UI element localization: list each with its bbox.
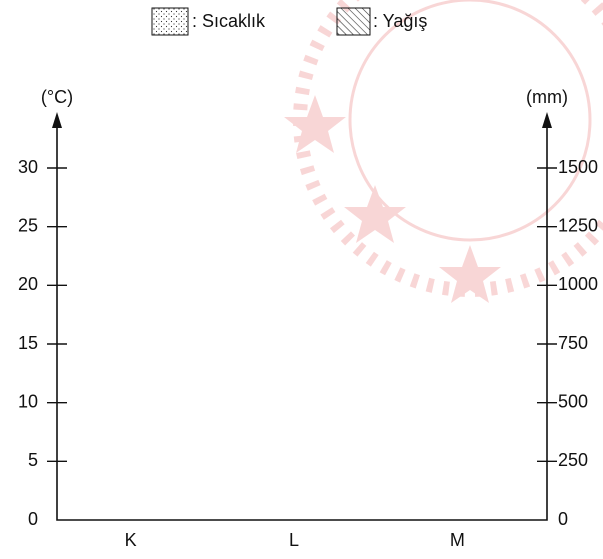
legend-swatch [151, 7, 189, 36]
y-axis-label: (°C) [41, 87, 73, 107]
watermark [284, 0, 603, 303]
y-tick-label: 15 [18, 333, 38, 353]
y2-tick-label: 750 [558, 333, 588, 353]
y2-tick-label: 500 [558, 391, 588, 411]
y-tick-label: 5 [28, 450, 38, 470]
y-tick-label: 20 [18, 274, 38, 294]
y-tick-label: 10 [18, 391, 38, 411]
x-tick-label: K [125, 530, 137, 550]
legend-label: : Sıcaklık [192, 11, 266, 31]
y-tick-label: 25 [18, 215, 38, 235]
legend-label: : Yağış [373, 11, 427, 31]
y2-tick-label: 0 [558, 509, 568, 529]
y2-tick-label: 1000 [558, 274, 598, 294]
y-tick-label: 30 [18, 157, 38, 177]
x-tick-label: M [450, 530, 465, 550]
x-tick-label: L [289, 530, 299, 550]
axes [56, 118, 548, 521]
legend-swatch [336, 7, 371, 36]
y2-tick-label: 1500 [558, 157, 598, 177]
y2-tick-label: 250 [558, 450, 588, 470]
y-tick-label: 0 [28, 509, 38, 529]
y2-tick-label: 1250 [558, 215, 598, 235]
y2-axis-label: (mm) [526, 87, 568, 107]
